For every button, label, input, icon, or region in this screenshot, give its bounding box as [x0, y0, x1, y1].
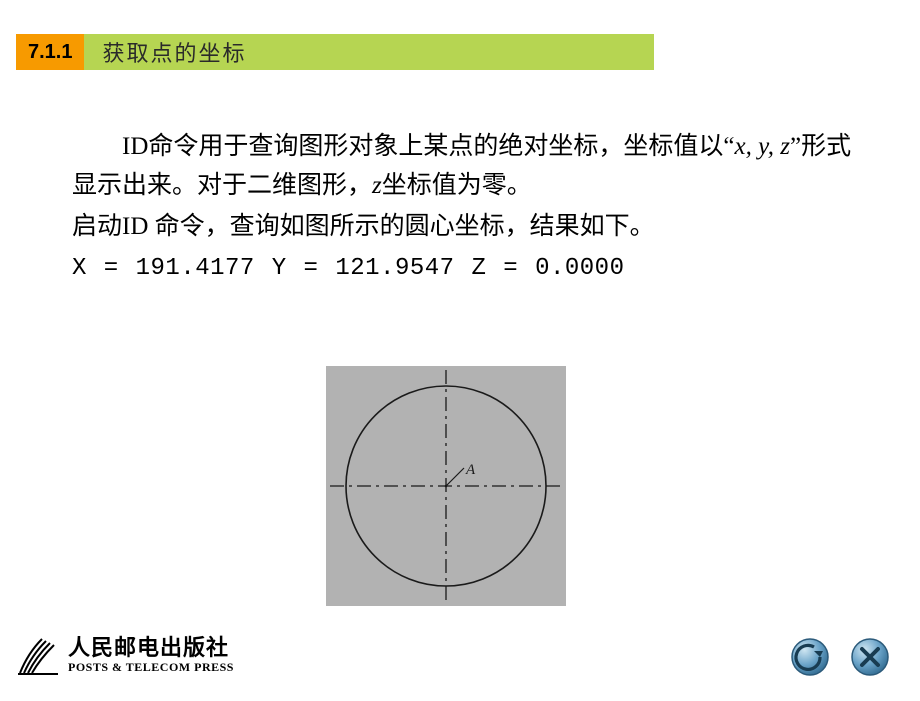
publisher-cn: 人民邮电出版社 — [68, 636, 234, 660]
center-label: A — [465, 462, 476, 478]
close-button[interactable] — [850, 637, 890, 677]
publisher-logo-icon — [18, 633, 58, 677]
nav-buttons — [790, 637, 890, 677]
publisher-en: POSTS & TELECOM PRESS — [68, 661, 234, 674]
center-dot — [445, 485, 448, 488]
back-button[interactable] — [790, 637, 830, 677]
para1-a: ID命令用于查询图形对象上某点的绝对坐标，坐标值以“ — [122, 133, 734, 160]
paragraph-2: 启动ID 命令，查询如图所示的圆心坐标，结果如下。 — [72, 208, 852, 247]
section-title: 获取点的坐标 — [84, 34, 654, 70]
section-header: 7.1.1 获取点的坐标 — [16, 34, 654, 70]
publisher-block: 人民邮电出版社 POSTS & TELECOM PRESS — [18, 633, 234, 677]
section-number: 7.1.1 — [16, 34, 84, 70]
para1-c: 坐标值为零。 — [382, 172, 532, 199]
para1-xyz: x, y, z — [734, 133, 790, 160]
body-content: ID命令用于查询图形对象上某点的绝对坐标，坐标值以“x, y, z”形式显示出来… — [72, 128, 852, 289]
publisher-text: 人民邮电出版社 POSTS & TELECOM PRESS — [68, 636, 234, 673]
coordinates-line: X = 191.4177 Y = 121.9547 Z = 0.0000 — [72, 250, 852, 287]
paragraph-1: ID命令用于查询图形对象上某点的绝对坐标，坐标值以“x, y, z”形式显示出来… — [72, 128, 852, 206]
para1-z: z — [372, 172, 382, 199]
circle-diagram: A — [326, 366, 566, 606]
